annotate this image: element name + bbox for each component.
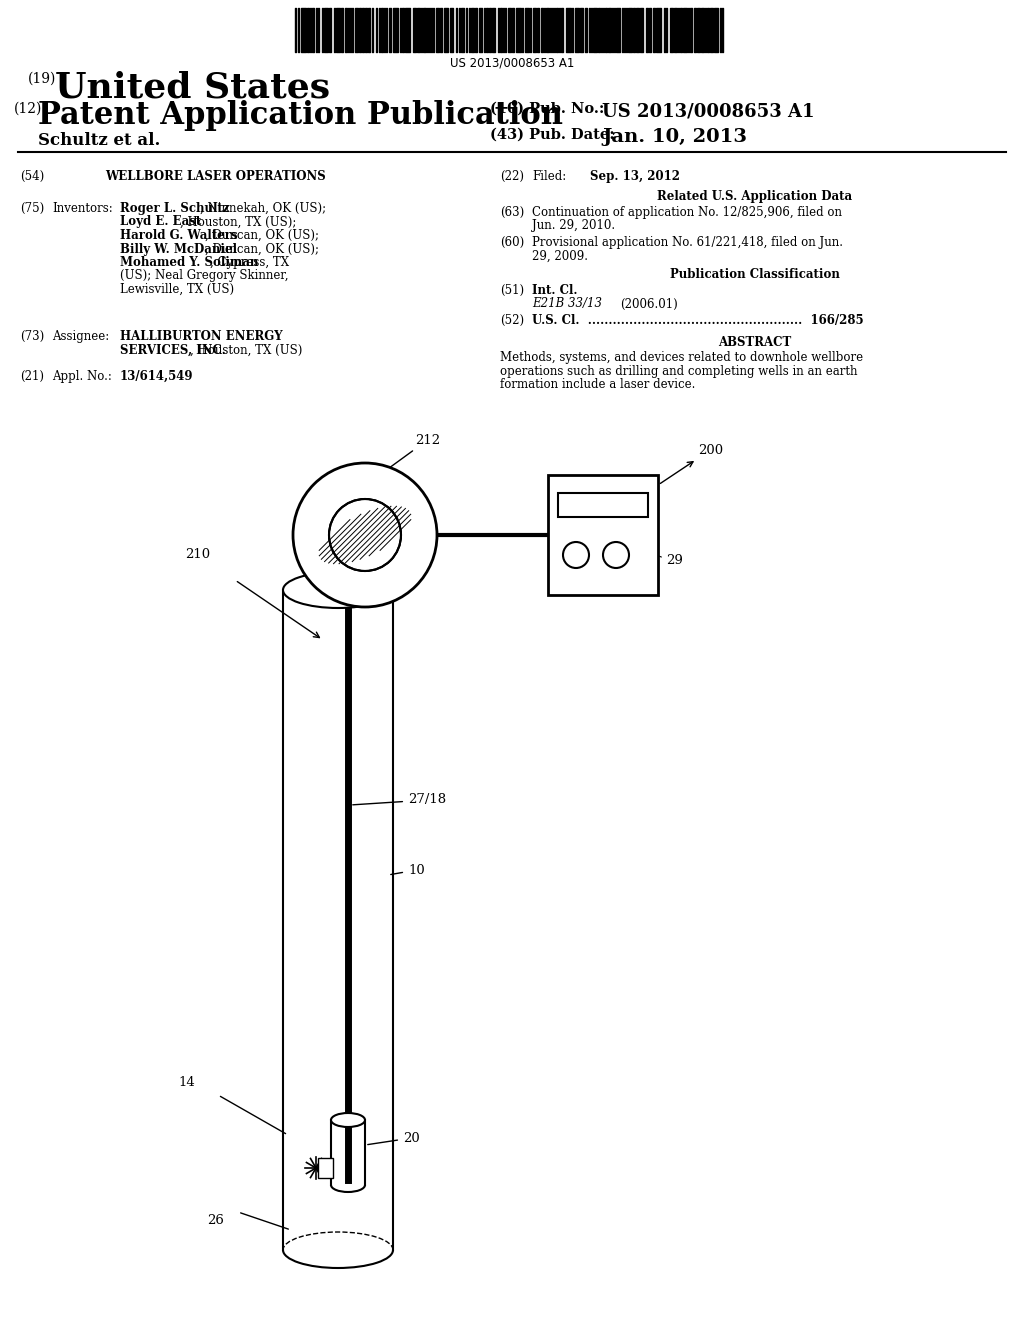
Text: , Ninnekah, OK (US);: , Ninnekah, OK (US); — [200, 202, 326, 215]
Text: Appl. No.:: Appl. No.: — [52, 370, 112, 383]
Bar — [318, 1158, 333, 1177]
Text: US 2013/0008653 A1: US 2013/0008653 A1 — [450, 57, 574, 70]
Text: Int. Cl.: Int. Cl. — [532, 284, 578, 297]
Text: (10) Pub. No.:: (10) Pub. No.: — [490, 102, 604, 116]
Bar — [548, 475, 658, 595]
Text: 200: 200 — [660, 444, 723, 483]
Circle shape — [603, 543, 629, 568]
Text: (73): (73) — [20, 330, 44, 343]
Text: United States: United States — [55, 70, 330, 104]
Text: (12): (12) — [14, 102, 42, 116]
Text: U.S. Cl.  ....................................................  166/285: U.S. Cl. ...............................… — [532, 314, 863, 327]
Text: Roger L. Schultz: Roger L. Schultz — [120, 202, 229, 215]
Text: (43) Pub. Date:: (43) Pub. Date: — [490, 128, 614, 143]
Text: Filed:: Filed: — [532, 170, 566, 183]
Text: Harold G. Walters: Harold G. Walters — [120, 228, 238, 242]
Text: Billy W. McDaniel: Billy W. McDaniel — [120, 243, 237, 256]
Text: WELLBORE LASER OPERATIONS: WELLBORE LASER OPERATIONS — [105, 170, 326, 183]
Text: (63): (63) — [500, 206, 524, 219]
Text: 212: 212 — [387, 433, 440, 470]
Text: 10: 10 — [391, 863, 425, 876]
Text: SERVICES, INC.: SERVICES, INC. — [120, 343, 225, 356]
Text: Publication Classification: Publication Classification — [670, 268, 840, 281]
Text: (22): (22) — [500, 170, 524, 183]
Text: 27/18: 27/18 — [353, 793, 446, 807]
Text: 29: 29 — [666, 553, 683, 566]
Text: , Houston, TX (US): , Houston, TX (US) — [190, 343, 302, 356]
Text: E21B 33/13: E21B 33/13 — [532, 297, 602, 310]
Ellipse shape — [331, 1113, 365, 1127]
Text: (60): (60) — [500, 236, 524, 249]
Text: , Cypress, TX: , Cypress, TX — [210, 256, 289, 269]
Text: (51): (51) — [500, 284, 524, 297]
Text: ABSTRACT: ABSTRACT — [719, 337, 792, 348]
Text: Lewisville, TX (US): Lewisville, TX (US) — [120, 282, 234, 296]
Text: (54): (54) — [20, 170, 44, 183]
Text: Continuation of application No. 12/825,906, filed on: Continuation of application No. 12/825,9… — [532, 206, 842, 219]
Text: Jan. 10, 2013: Jan. 10, 2013 — [602, 128, 746, 147]
Text: (21): (21) — [20, 370, 44, 383]
Circle shape — [563, 543, 589, 568]
Text: Provisional application No. 61/221,418, filed on Jun.: Provisional application No. 61/221,418, … — [532, 236, 843, 249]
Text: formation include a laser device.: formation include a laser device. — [500, 378, 695, 391]
Text: , Duncan, OK (US);: , Duncan, OK (US); — [205, 243, 319, 256]
Text: (19): (19) — [28, 73, 56, 86]
Text: Sep. 13, 2012: Sep. 13, 2012 — [590, 170, 680, 183]
Text: 26: 26 — [207, 1213, 224, 1226]
Text: Methods, systems, and devices related to downhole wellbore: Methods, systems, and devices related to… — [500, 351, 863, 364]
Text: Assignee:: Assignee: — [52, 330, 110, 343]
Text: 20: 20 — [368, 1131, 420, 1144]
Text: (US); Neal Gregory Skinner,: (US); Neal Gregory Skinner, — [120, 269, 289, 282]
Bar — [558, 492, 648, 517]
Text: Related U.S. Application Data: Related U.S. Application Data — [657, 190, 853, 203]
Text: 13/614,549: 13/614,549 — [120, 370, 194, 383]
Text: , Houston, TX (US);: , Houston, TX (US); — [180, 215, 296, 228]
Text: 14: 14 — [178, 1076, 195, 1089]
Text: (2006.01): (2006.01) — [620, 297, 678, 310]
Text: HALLIBURTON ENERGY: HALLIBURTON ENERGY — [120, 330, 283, 343]
Text: Patent Application Publication: Patent Application Publication — [38, 100, 563, 131]
Circle shape — [329, 499, 401, 572]
Ellipse shape — [283, 572, 393, 609]
Text: 29, 2009.: 29, 2009. — [532, 249, 588, 263]
Text: US 2013/0008653 A1: US 2013/0008653 A1 — [602, 102, 814, 120]
Text: Mohamed Y. Soliman: Mohamed Y. Soliman — [120, 256, 258, 269]
Text: Inventors:: Inventors: — [52, 202, 113, 215]
Text: operations such as drilling and completing wells in an earth: operations such as drilling and completi… — [500, 364, 857, 378]
Text: Loyd E. East: Loyd E. East — [120, 215, 202, 228]
Circle shape — [293, 463, 437, 607]
Text: , Duncan, OK (US);: , Duncan, OK (US); — [205, 228, 319, 242]
Text: (52): (52) — [500, 314, 524, 327]
Text: Schultz et al.: Schultz et al. — [38, 132, 161, 149]
Text: Jun. 29, 2010.: Jun. 29, 2010. — [532, 219, 615, 232]
Text: (75): (75) — [20, 202, 44, 215]
Text: 210: 210 — [185, 549, 210, 561]
